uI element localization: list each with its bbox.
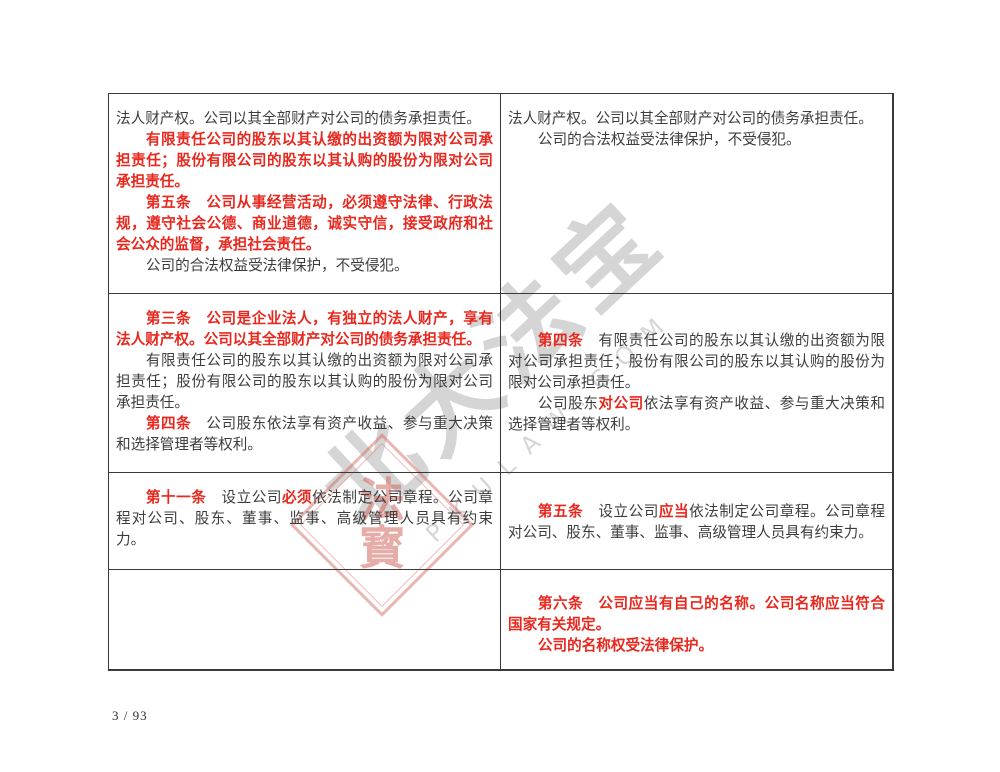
paragraph: 第五条 公司从事经营活动，必须遵守法律、行政法规，遵守社会公德、商业道德，诚实守… [116,193,493,256]
original-text: 有限责任公司的股东以其认缴的出资额为限对公司承担责任；股份有限公司的股东以其认购… [508,333,885,391]
table-cell: 第四条 有限责任公司的股东以其认缴的出资额为限对公司承担责任；股份有限公司的股东… [501,294,892,472]
paragraph: 公司股东对公司依法享有资产收益、参与重大决策和选择管理者等权利。 [508,394,885,436]
table-cell: 第三条 公司是企业法人，有独立的法人财产，享有法人财产权。公司以其全部财产对公司… [109,294,501,472]
original-text: 设立公司 [583,504,659,520]
original-text: 依法享有资产收益、参与重大决策和选择管理者等权利。 [508,396,885,433]
paragraph: 公司的合法权益受法律保护，不受侵犯。 [116,256,493,277]
page-number: 3 / 93 [112,708,148,723]
paragraph: 第四条 公司股东依法享有资产收益、参与重大决策和选择管理者等权利。 [116,414,493,456]
amended-text: 第六条 公司应当有自己的名称。公司名称应当符合国家有关规定。 [508,596,885,633]
original-text: 依法制定公司章程。公司章程对公司、股东、董事、监事、高级管理人员具有约束力。 [508,504,885,541]
table-row: 第六条 公司应当有自己的名称。公司名称应当符合国家有关规定。公司的名称权受法律保… [109,570,892,669]
paragraph: 第六条 公司应当有自己的名称。公司名称应当符合国家有关规定。 [508,594,885,636]
amended-text: 第四条 [145,416,192,432]
paragraph: 公司的名称权受法律保护。 [508,636,885,657]
amended-text: 必须 [281,490,313,506]
paragraph: 有限责任公司的股东以其认缴的出资额为限对公司承担责任；股份有限公司的股东以其认购… [116,351,493,414]
paragraph: 法人财产权。公司以其全部财产对公司的债务承担责任。 [116,109,493,130]
table-cell: 第六条 公司应当有自己的名称。公司名称应当符合国家有关规定。公司的名称权受法律保… [501,570,892,669]
table-cell [109,570,501,669]
amended-text: 公司的名称权受法律保护。 [537,638,714,654]
paragraph: 第三条 公司是企业法人，有独立的法人财产，享有法人财产权。公司以其全部财产对公司… [116,309,493,351]
table-row: 法人财产权。公司以其全部财产对公司的债务承担责任。 有限责任公司的股东以其认缴的出… [109,94,892,294]
table-row: 第十一条 设立公司必须依法制定公司章程。公司章程对公司、股东、董事、监事、高级管… [109,473,892,570]
original-text: 依法制定公司章程。公司章程对公司、股东、董事、监事、高级管理人员具有约束力。 [116,490,493,548]
paragraph: 第五条 设立公司应当依法制定公司章程。公司章程对公司、股东、董事、监事、高级管理… [508,502,885,544]
original-text: 设立公司 [206,490,282,506]
paragraph: 公司的合法权益受法律保护，不受侵犯。 [508,130,885,151]
table-cell: 法人财产权。公司以其全部财产对公司的债务承担责任。有限责任公司的股东以其认缴的出… [109,94,501,293]
amended-text: 第十一条 [145,490,207,506]
amended-text: 第五条 [537,504,584,520]
original-text: 公司的合法权益受法律保护，不受侵犯。 [145,258,409,274]
table-cell: 第十一条 设立公司必须依法制定公司章程。公司章程对公司、股东、董事、监事、高级管… [109,473,501,569]
amended-text: 第四条 [537,333,584,349]
paragraph: 第十一条 设立公司必须依法制定公司章程。公司章程对公司、股东、董事、监事、高级管… [116,488,493,551]
amended-text: 第三条 公司是企业法人，有独立的法人财产，享有法人财产权。公司以其全部财产对公司… [116,311,493,348]
original-text: 法人财产权。公司以其全部财产对公司的债务承担责任。 [508,111,873,127]
amended-text: 有限责任公司的股东以其认缴的出资额为限对公司承担责任；股份有限公司的股东以其认购… [116,132,493,190]
original-text: 有限责任公司的股东以其认缴的出资额为限对公司承担责任；股份有限公司的股东以其认购… [116,353,493,411]
amended-text: 第五条 公司从事经营活动，必须遵守法律、行政法规，遵守社会公德、商业道德，诚实守… [116,195,493,253]
comparison-table: 法人财产权。公司以其全部财产对公司的债务承担责任。 有限责任公司的股东以其认缴的出… [108,93,894,671]
table-row: 第三条 公司是企业法人，有独立的法人财产，享有法人财产权。公司以其全部财产对公司… [109,294,892,473]
original-text: 法人财产权。公司以其全部财产对公司的债务承担责任。 [116,111,481,127]
original-text: 公司股东 [537,396,599,412]
original-text: 公司的合法权益受法律保护，不受侵犯。 [537,132,801,148]
paragraph: 法人财产权。公司以其全部财产对公司的债务承担责任。 [508,109,885,130]
paragraph: 有限责任公司的股东以其认缴的出资额为限对公司承担责任；股份有限公司的股东以其认购… [116,130,493,193]
table-cell: 法人财产权。公司以其全部财产对公司的债务承担责任。公司的合法权益受法律保护，不受… [501,94,892,293]
amended-text: 对公司 [598,396,644,412]
amended-text: 应当 [658,504,690,520]
original-text: 公司股东依法享有资产收益、参与重大决策和选择管理者等权利。 [116,416,493,453]
paragraph: 第四条 有限责任公司的股东以其认缴的出资额为限对公司承担责任；股份有限公司的股东… [508,331,885,394]
table-cell: 第五条 设立公司应当依法制定公司章程。公司章程对公司、股东、董事、监事、高级管理… [501,473,892,569]
